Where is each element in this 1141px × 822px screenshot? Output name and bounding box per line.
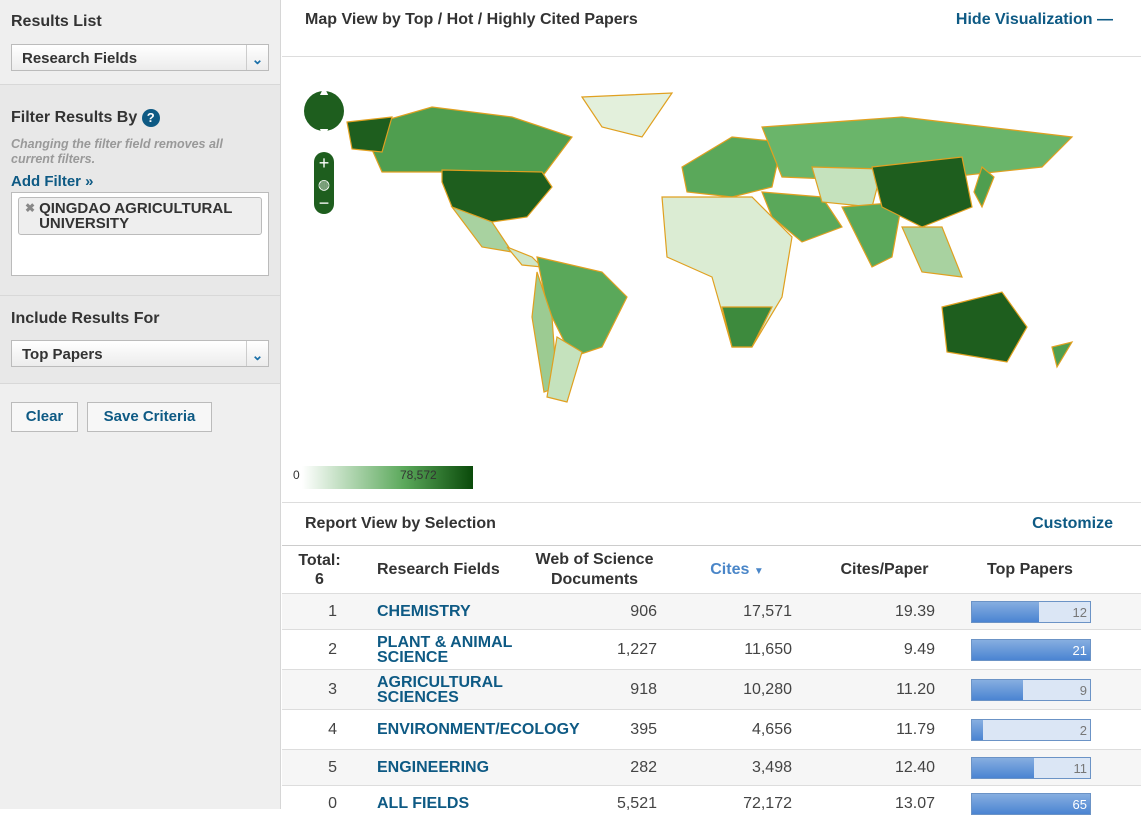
cites-per-paper: 11.79 (812, 710, 957, 750)
results-list-select[interactable]: Research Fields ⌄ (11, 44, 269, 71)
include-value: Top Papers (22, 346, 103, 363)
map-europe (682, 137, 782, 197)
field-link[interactable]: CHEMISTRY (357, 594, 527, 630)
clear-button[interactable]: Clear (11, 402, 78, 432)
map-greenland (582, 93, 672, 137)
filter-box: ✖QINGDAO AGRICULTURAL UNIVERSITY (11, 192, 269, 276)
top-papers-fill (972, 680, 1023, 700)
top-papers: 2 (957, 710, 1141, 750)
legend-max: 78,572 (400, 468, 437, 482)
report-table: Total:6 Research Fields Web of Science D… (282, 545, 1141, 822)
remove-filter-icon[interactable]: ✖ (25, 201, 35, 231)
table-row: 0 ALL FIELDS 5,521 72,172 13.07 65 (282, 786, 1141, 822)
rank: 4 (282, 710, 357, 750)
cites: 10,280 (662, 670, 812, 710)
cites: 17,571 (662, 594, 812, 630)
field-link[interactable]: PLANT & ANIMAL SCIENCE (357, 630, 527, 670)
rank: 0 (282, 786, 357, 822)
filter-note: Changing the filter field removes all cu… (11, 137, 269, 167)
top-papers-fill (972, 720, 983, 740)
map-central-asia (812, 167, 882, 207)
table-row: 4 ENVIRONMENT/ECOLOGY 395 4,656 11.79 2 (282, 710, 1141, 750)
top-papers: 21 (957, 630, 1141, 670)
cites-per-paper: 13.07 (812, 786, 957, 822)
top-papers: 12 (957, 594, 1141, 630)
field-header: Research Fields (357, 546, 527, 594)
field-link[interactable]: ALL FIELDS (357, 786, 527, 822)
rank: 2 (282, 630, 357, 670)
filter-tag: ✖QINGDAO AGRICULTURAL UNIVERSITY (18, 197, 262, 235)
include-select[interactable]: Top Papers ⌄ (11, 340, 269, 367)
top-papers-bar: 65 (971, 793, 1091, 815)
pan-up-icon: ▲ (317, 82, 331, 98)
add-filter-link[interactable]: Add Filter » (11, 173, 269, 190)
top-header: Top Papers (957, 546, 1141, 594)
report-title: Report View by Selection (305, 515, 496, 533)
docs-header: Web of Science Documents (527, 546, 662, 594)
results-list-heading: Results List (11, 13, 269, 31)
top-papers: 9 (957, 670, 1141, 710)
top-papers: 11 (957, 750, 1141, 786)
field-link[interactable]: ENVIRONMENT/ECOLOGY (357, 710, 527, 750)
help-icon[interactable]: ? (142, 109, 160, 127)
sidebar: Results List Research Fields ⌄ Filter Res… (0, 0, 281, 809)
table-row: 5 ENGINEERING 282 3,498 12.40 11 (282, 750, 1141, 786)
docs: 1,227 (527, 630, 662, 670)
map-nz (1052, 342, 1072, 367)
docs: 906 (527, 594, 662, 630)
pan-down-icon: ▼ (317, 124, 331, 140)
rank: 1 (282, 594, 357, 630)
rank: 5 (282, 750, 357, 786)
total-header: Total:6 (282, 546, 357, 594)
top-papers-bar: 2 (971, 719, 1091, 741)
customize-link[interactable]: Customize (1032, 515, 1113, 533)
include-heading: Include Results For (11, 310, 269, 328)
world-map[interactable]: ▲ ▼ + ◍ − (282, 57, 1141, 497)
map-navigation-control[interactable]: ▲ ▼ + ◍ − (304, 82, 344, 214)
top-papers-bar: 21 (971, 639, 1091, 661)
docs: 918 (527, 670, 662, 710)
zoom-in-icon: + (319, 153, 330, 173)
field-link[interactable]: ENGINEERING (357, 750, 527, 786)
table-row: 3 AGRICULTURAL SCIENCES 918 10,280 11.20… (282, 670, 1141, 710)
cites: 4,656 (662, 710, 812, 750)
cpp-header: Cites/Paper (812, 546, 957, 594)
sort-desc-icon: ▼ (754, 566, 764, 577)
cites-per-paper: 19.39 (812, 594, 957, 630)
field-link[interactable]: AGRICULTURAL SCIENCES (357, 670, 527, 710)
map-canada (362, 107, 572, 177)
map-australia (942, 292, 1027, 362)
cites: 72,172 (662, 786, 812, 822)
zoom-out-icon: − (319, 193, 330, 213)
cites-per-paper: 11.20 (812, 670, 957, 710)
docs: 282 (527, 750, 662, 786)
filter-heading: Filter Results By ? (11, 109, 269, 127)
table-row: 1 CHEMISTRY 906 17,571 19.39 12 (282, 594, 1141, 630)
legend-gradient (302, 466, 473, 489)
map-se-asia (902, 227, 962, 277)
top-papers: 65 (957, 786, 1141, 822)
top-papers-fill (972, 758, 1034, 778)
top-papers-bar: 9 (971, 679, 1091, 701)
chevron-down-icon: ⌄ (246, 341, 268, 366)
globe-icon: ◍ (318, 176, 330, 192)
top-papers-bar: 12 (971, 601, 1091, 623)
docs: 5,521 (527, 786, 662, 822)
table-row: 2 PLANT & ANIMAL SCIENCE 1,227 11,650 9.… (282, 630, 1141, 670)
rank: 3 (282, 670, 357, 710)
save-criteria-button[interactable]: Save Criteria (87, 402, 212, 432)
hide-visualization-link[interactable]: Hide Visualization — (956, 11, 1113, 29)
cites-per-paper: 9.49 (812, 630, 957, 670)
cites: 11,650 (662, 630, 812, 670)
top-papers-bar: 11 (971, 757, 1091, 779)
results-list-value: Research Fields (22, 50, 137, 67)
cites-per-paper: 12.40 (812, 750, 957, 786)
minus-icon: — (1097, 11, 1113, 28)
cites: 3,498 (662, 750, 812, 786)
top-papers-fill (972, 602, 1039, 622)
chevron-down-icon: ⌄ (246, 45, 268, 70)
map-title: Map View by Top / Hot / Highly Cited Pap… (305, 11, 638, 29)
cites-header[interactable]: Cites ▼ (662, 546, 812, 594)
legend-min: 0 (293, 468, 300, 482)
